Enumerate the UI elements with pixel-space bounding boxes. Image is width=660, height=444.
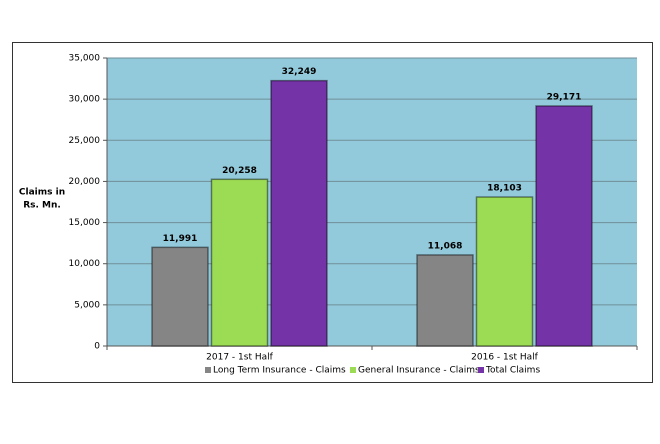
legend-label: General Insurance - Claims	[358, 366, 480, 376]
bar	[475, 196, 534, 347]
bar	[416, 254, 474, 347]
bar	[270, 79, 328, 347]
y-tick-label: 5,000	[74, 300, 100, 310]
value-label: 11,991	[163, 234, 198, 244]
legend-swatch	[478, 367, 484, 373]
value-label: 32,249	[282, 67, 317, 77]
y-tick-label: 25,000	[69, 136, 101, 146]
bar	[210, 178, 269, 347]
y-tick-label: 35,000	[69, 54, 101, 64]
y-tick-label: 10,000	[69, 259, 101, 269]
value-label: 11,068	[428, 241, 463, 251]
y-tick-label: 20,000	[69, 177, 101, 187]
value-label: 29,171	[547, 92, 582, 102]
y-axis-label: Claims in	[19, 188, 65, 198]
y-tick-label: 15,000	[69, 218, 101, 228]
legend-label: Total Claims	[485, 366, 540, 376]
y-axis-label: Rs. Mn.	[23, 201, 61, 211]
value-label: 20,258	[222, 166, 257, 176]
x-tick-label: 2017 - 1st Half	[206, 353, 273, 363]
y-tick-label: 0	[94, 342, 100, 352]
value-label: 18,103	[487, 184, 522, 194]
bar	[151, 246, 209, 347]
bar	[535, 105, 593, 347]
legend-swatch	[205, 367, 211, 373]
y-tick-label: 30,000	[69, 95, 101, 105]
legend-label: Long Term Insurance - Claims	[213, 366, 346, 376]
legend-swatch	[350, 367, 356, 373]
x-tick-label: 2016 - 1st Half	[471, 353, 538, 363]
